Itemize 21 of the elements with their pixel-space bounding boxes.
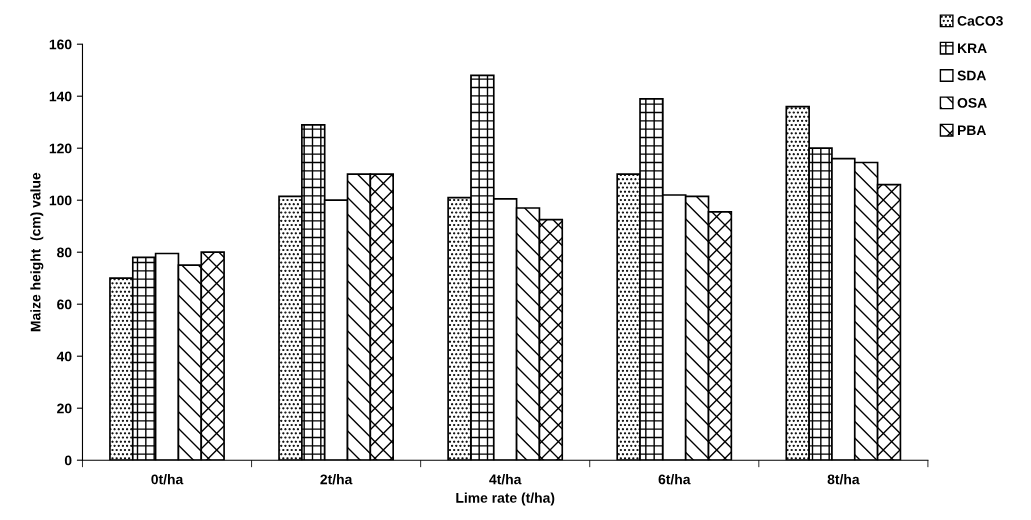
- y-axis-title: Maize height (cm) value: [30, 172, 44, 332]
- legend-label: SDA: [957, 70, 987, 81]
- y-tick-label: 20: [57, 403, 72, 414]
- x-tick-label: 6t/ha: [658, 474, 691, 485]
- x-tick-label: 4t/ha: [489, 474, 522, 485]
- y-tick-label: 120: [49, 143, 72, 154]
- y-tick-label: 100: [49, 195, 72, 206]
- y-tick-label: 40: [56, 351, 72, 362]
- x-tick-label: 8t/ha: [827, 474, 860, 485]
- y-tick-label: 0: [64, 455, 72, 466]
- x-tick-label: 0t/ha: [151, 474, 184, 485]
- legend-label: KRA: [958, 43, 987, 53]
- x-axis-title: Lime rate (t/ha): [456, 492, 555, 506]
- x-tick-label: 2t/ha: [320, 474, 353, 485]
- y-tick-label: 140: [49, 91, 72, 102]
- y-tick-label: 160: [49, 39, 72, 50]
- legend-label: PBA: [958, 125, 987, 135]
- y-tick-label: 80: [57, 247, 72, 258]
- legend-label: OSA: [957, 97, 987, 108]
- y-tick-label: 60: [57, 299, 72, 310]
- legend-label: CaCO3: [957, 15, 1003, 26]
